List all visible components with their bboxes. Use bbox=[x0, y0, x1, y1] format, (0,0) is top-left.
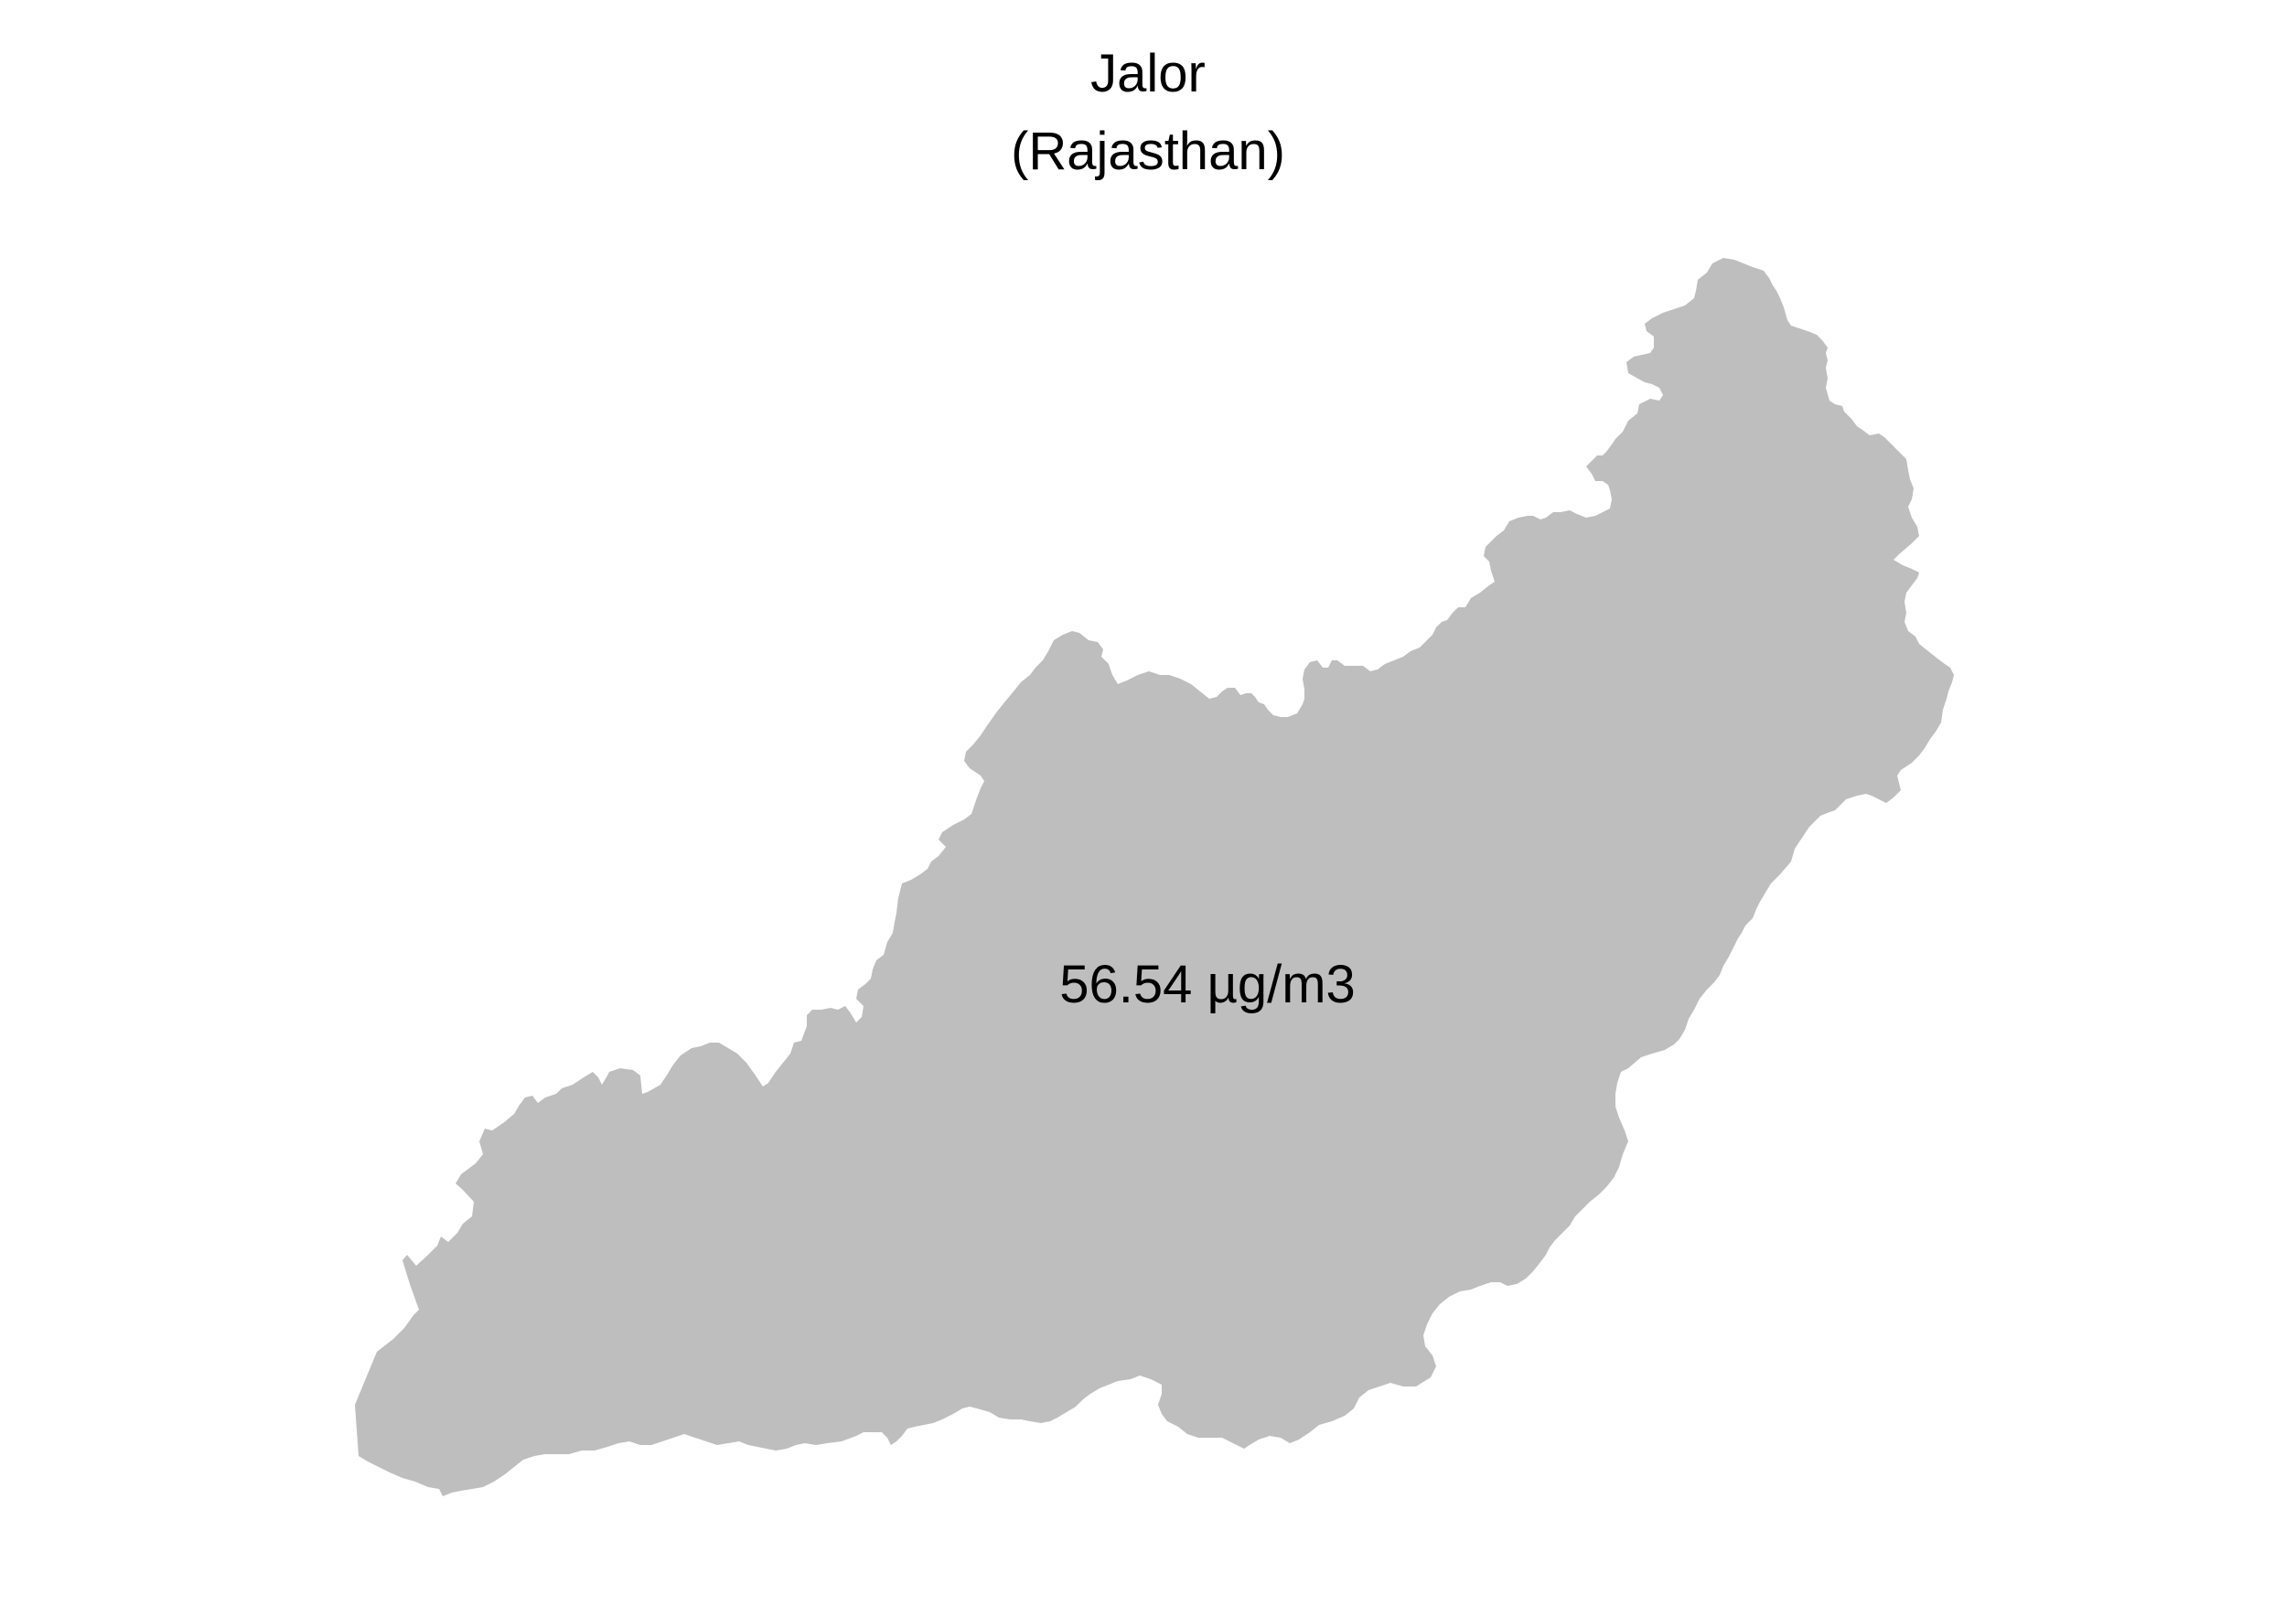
map-title: Jalor bbox=[1090, 44, 1206, 103]
map-subtitle: (Rajasthan) bbox=[1011, 122, 1285, 181]
district-shape-jalor bbox=[355, 258, 1954, 1496]
district-value-label: 56.54 µg/m3 bbox=[1059, 955, 1356, 1014]
